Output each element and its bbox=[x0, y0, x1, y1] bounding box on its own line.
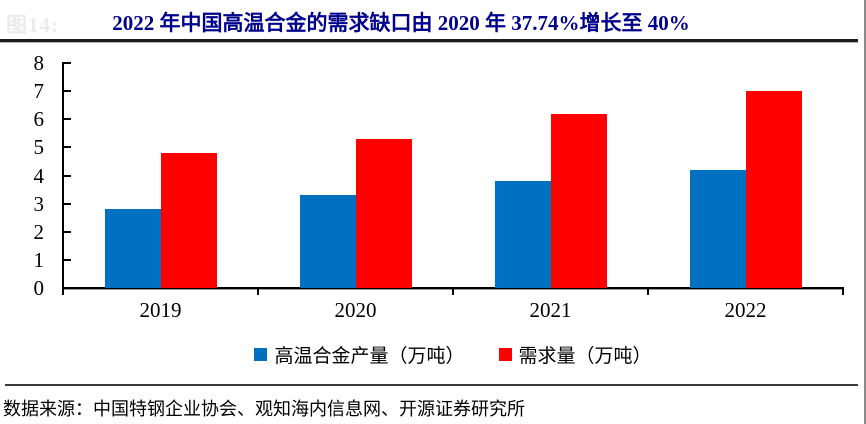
bar-2020-series-1 bbox=[355, 138, 412, 288]
legend-swatch-icon bbox=[498, 348, 512, 361]
legend-item-series-1: 需求量（万吨） bbox=[498, 341, 652, 368]
y-axis-tick-mark bbox=[64, 258, 71, 261]
legend-item-series-0: 高温合金产量（万吨） bbox=[254, 341, 465, 368]
y-axis-tick-mark bbox=[64, 62, 71, 64]
x-axis-tick-mark bbox=[257, 289, 259, 295]
legend-swatch-icon bbox=[254, 348, 268, 361]
bar-2020-series-0 bbox=[299, 195, 356, 288]
figure-number-label: 图14: bbox=[6, 13, 59, 37]
bar-2022-series-0 bbox=[689, 169, 746, 288]
x-axis-tick-mark bbox=[62, 289, 64, 295]
y-axis-tick-mark bbox=[64, 287, 71, 289]
y-axis-tick-mark bbox=[64, 202, 71, 205]
footer-divider-line bbox=[5, 384, 858, 386]
x-axis-tick-mark bbox=[842, 289, 844, 295]
y-axis-tick-label: 7 bbox=[33, 79, 45, 104]
y-axis-tick-label: 8 bbox=[33, 51, 45, 75]
legend-label: 需求量（万吨） bbox=[518, 346, 652, 367]
x-axis-line bbox=[62, 287, 844, 289]
x-axis-tick-mark bbox=[647, 289, 649, 295]
y-axis-tick-label: 6 bbox=[33, 107, 45, 132]
bar-2019-series-0 bbox=[104, 209, 161, 288]
y-axis-tick-label: 5 bbox=[33, 135, 45, 160]
chart-title: 2022 年中国高温合金的需求缺口由 2020 年 37.74%增长至 40% bbox=[112, 11, 690, 35]
title-divider-line bbox=[0, 39, 858, 42]
y-axis-tick-label: 2 bbox=[33, 219, 45, 244]
y-axis-tick-label: 3 bbox=[33, 191, 45, 216]
y-axis-tick-mark bbox=[64, 146, 71, 149]
y-axis-tick-mark bbox=[64, 230, 71, 233]
y-axis-tick-label: 1 bbox=[33, 247, 45, 272]
bar-2021-series-0 bbox=[494, 181, 551, 288]
y-axis-line bbox=[62, 62, 64, 289]
x-axis-tick-mark bbox=[452, 289, 454, 295]
chart-legend: 高温合金产量（万吨） 需求量（万吨） bbox=[62, 341, 844, 368]
y-axis-tick-mark bbox=[64, 90, 71, 93]
x-axis-category-label: 2022 bbox=[724, 298, 767, 322]
right-edge-border bbox=[864, 0, 866, 424]
y-axis-tick-label: 4 bbox=[33, 163, 45, 188]
bar-2022-series-1 bbox=[745, 91, 802, 288]
y-axis-tick-label: 0 bbox=[33, 276, 45, 300]
y-axis-tick-mark bbox=[64, 118, 71, 121]
y-axis-tick-mark bbox=[64, 174, 71, 177]
x-axis-category-label: 2021 bbox=[529, 298, 572, 322]
legend-label: 高温合金产量（万吨） bbox=[274, 346, 465, 367]
bar-2019-series-1 bbox=[160, 153, 217, 288]
x-axis-category-label: 2019 bbox=[139, 298, 182, 322]
data-source-note: 数据来源：中国特钢企业协会、观知海内信息网、开源证券研究所 bbox=[3, 399, 525, 419]
x-axis-category-label: 2020 bbox=[334, 298, 377, 322]
bar-2021-series-1 bbox=[550, 113, 607, 288]
